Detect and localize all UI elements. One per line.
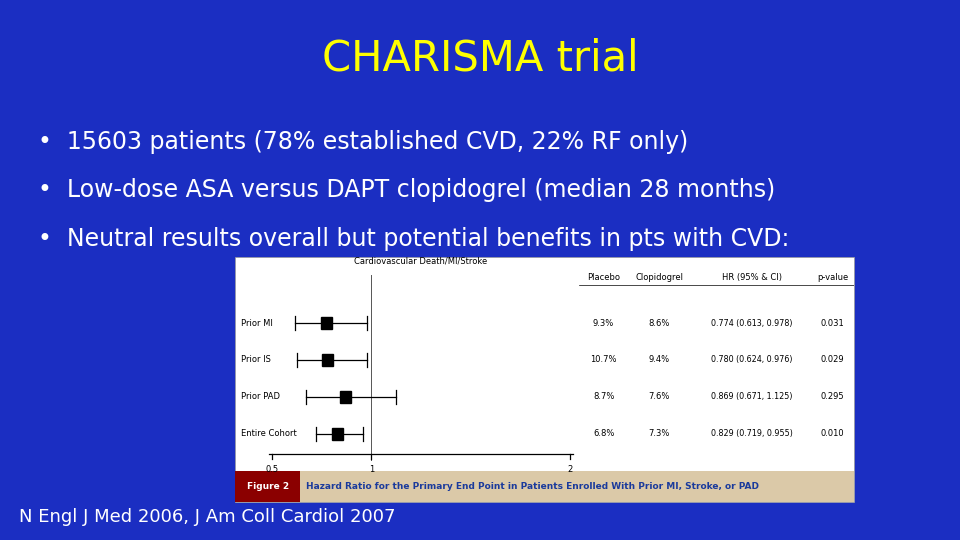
Text: •  Low-dose ASA versus DAPT clopidogrel (median 28 months): • Low-dose ASA versus DAPT clopidogrel (… — [38, 178, 776, 202]
Text: N Engl J Med 2006, J Am Coll Cardiol 2007: N Engl J Med 2006, J Am Coll Cardiol 200… — [19, 509, 396, 526]
Text: •  Neutral results overall but potential benefits in pts with CVD:: • Neutral results overall but potential … — [38, 227, 790, 251]
Text: 0.5: 0.5 — [266, 464, 279, 474]
Bar — [323, 354, 333, 366]
Text: 1: 1 — [369, 464, 374, 474]
Text: Figure 2: Figure 2 — [247, 482, 289, 491]
Text: 2: 2 — [567, 464, 572, 474]
Text: 7.6%: 7.6% — [649, 393, 670, 401]
Text: 0.829 (0.719, 0.955): 0.829 (0.719, 0.955) — [711, 429, 793, 438]
Text: CHARISMA trial: CHARISMA trial — [322, 38, 638, 80]
Text: Prior MI: Prior MI — [241, 319, 274, 328]
Text: •  15603 patients (78% established CVD, 22% RF only): • 15603 patients (78% established CVD, 2… — [38, 130, 688, 153]
Text: 9.3%: 9.3% — [593, 319, 614, 328]
Bar — [332, 428, 343, 440]
Bar — [340, 391, 351, 403]
Text: p-value: p-value — [817, 273, 849, 282]
Text: 0.295: 0.295 — [821, 393, 845, 401]
Bar — [321, 317, 332, 329]
Text: 8.7%: 8.7% — [593, 393, 614, 401]
Text: Prior IS: Prior IS — [241, 355, 272, 364]
Text: 7.3%: 7.3% — [649, 429, 670, 438]
Text: 0.029: 0.029 — [821, 355, 845, 364]
Text: Clopidogrel: Clopidogrel — [636, 273, 684, 282]
Text: 6.8%: 6.8% — [593, 429, 614, 438]
Text: 0.774 (0.613, 0.978): 0.774 (0.613, 0.978) — [711, 319, 793, 328]
Text: Cardiovascular Death/MI/Stroke: Cardiovascular Death/MI/Stroke — [354, 256, 488, 266]
Text: 0.869 (0.671, 1.125): 0.869 (0.671, 1.125) — [711, 393, 793, 401]
Text: Placebo: Placebo — [588, 273, 620, 282]
Text: 9.4%: 9.4% — [649, 355, 670, 364]
Text: Hazard Ratio for the Primary End Point in Patients Enrolled With Prior MI, Strok: Hazard Ratio for the Primary End Point i… — [306, 482, 759, 491]
Text: HR (95% & CI): HR (95% & CI) — [722, 273, 782, 282]
Text: 0.010: 0.010 — [821, 429, 845, 438]
Text: Entire Cohort: Entire Cohort — [241, 429, 298, 438]
Text: 10.7%: 10.7% — [590, 355, 617, 364]
Text: 0.031: 0.031 — [821, 319, 845, 328]
Text: 0.780 (0.624, 0.976): 0.780 (0.624, 0.976) — [711, 355, 793, 364]
Text: 8.6%: 8.6% — [649, 319, 670, 328]
Text: Prior PAD: Prior PAD — [241, 393, 280, 401]
Bar — [235, 471, 300, 502]
Bar — [235, 471, 854, 502]
Bar — [235, 256, 854, 502]
